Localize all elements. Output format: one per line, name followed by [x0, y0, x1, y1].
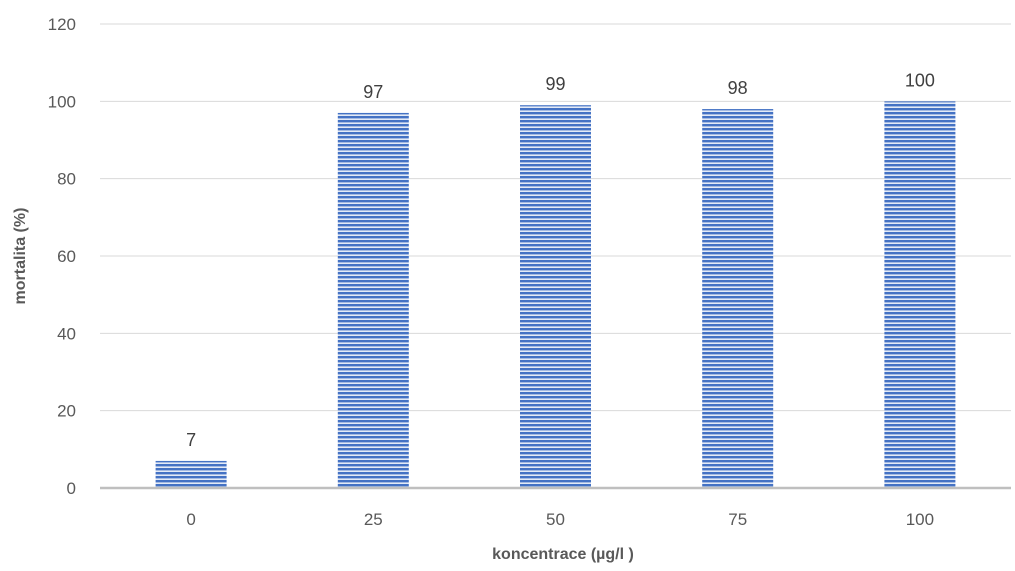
y-tick-label: 120	[48, 15, 76, 34]
x-tick-label: 50	[546, 510, 565, 529]
x-tick-label: 0	[186, 510, 195, 529]
x-tick-labels: 0 25 50 75 100	[186, 510, 934, 529]
data-label: 7	[186, 430, 196, 450]
data-label: 97	[363, 82, 383, 102]
data-label: 98	[728, 78, 748, 98]
data-label: 99	[545, 74, 565, 94]
bar-25	[337, 112, 409, 488]
y-tick-label: 40	[57, 324, 76, 343]
y-axis-title: mortalita (%)	[12, 208, 29, 305]
x-tick-label: 25	[364, 510, 383, 529]
x-tick-label: 75	[728, 510, 747, 529]
data-labels: 7 97 99 98 100	[186, 70, 935, 450]
y-tick-label: 100	[48, 92, 76, 111]
bar-50	[520, 105, 591, 488]
y-tick-label: 80	[57, 170, 76, 189]
bar-100	[884, 101, 956, 488]
x-tick-label: 100	[906, 510, 934, 529]
y-tick-label: 60	[57, 247, 76, 266]
bar-75	[702, 109, 774, 489]
bar-0	[155, 460, 227, 488]
y-tick-labels: 0 20 40 60 80 100 120	[48, 15, 76, 498]
bars	[155, 101, 956, 489]
y-tick-label: 0	[67, 479, 76, 498]
y-tick-label: 20	[57, 402, 76, 421]
data-label: 100	[905, 70, 935, 90]
x-axis-title: koncentrace (µg/l )	[492, 546, 634, 563]
